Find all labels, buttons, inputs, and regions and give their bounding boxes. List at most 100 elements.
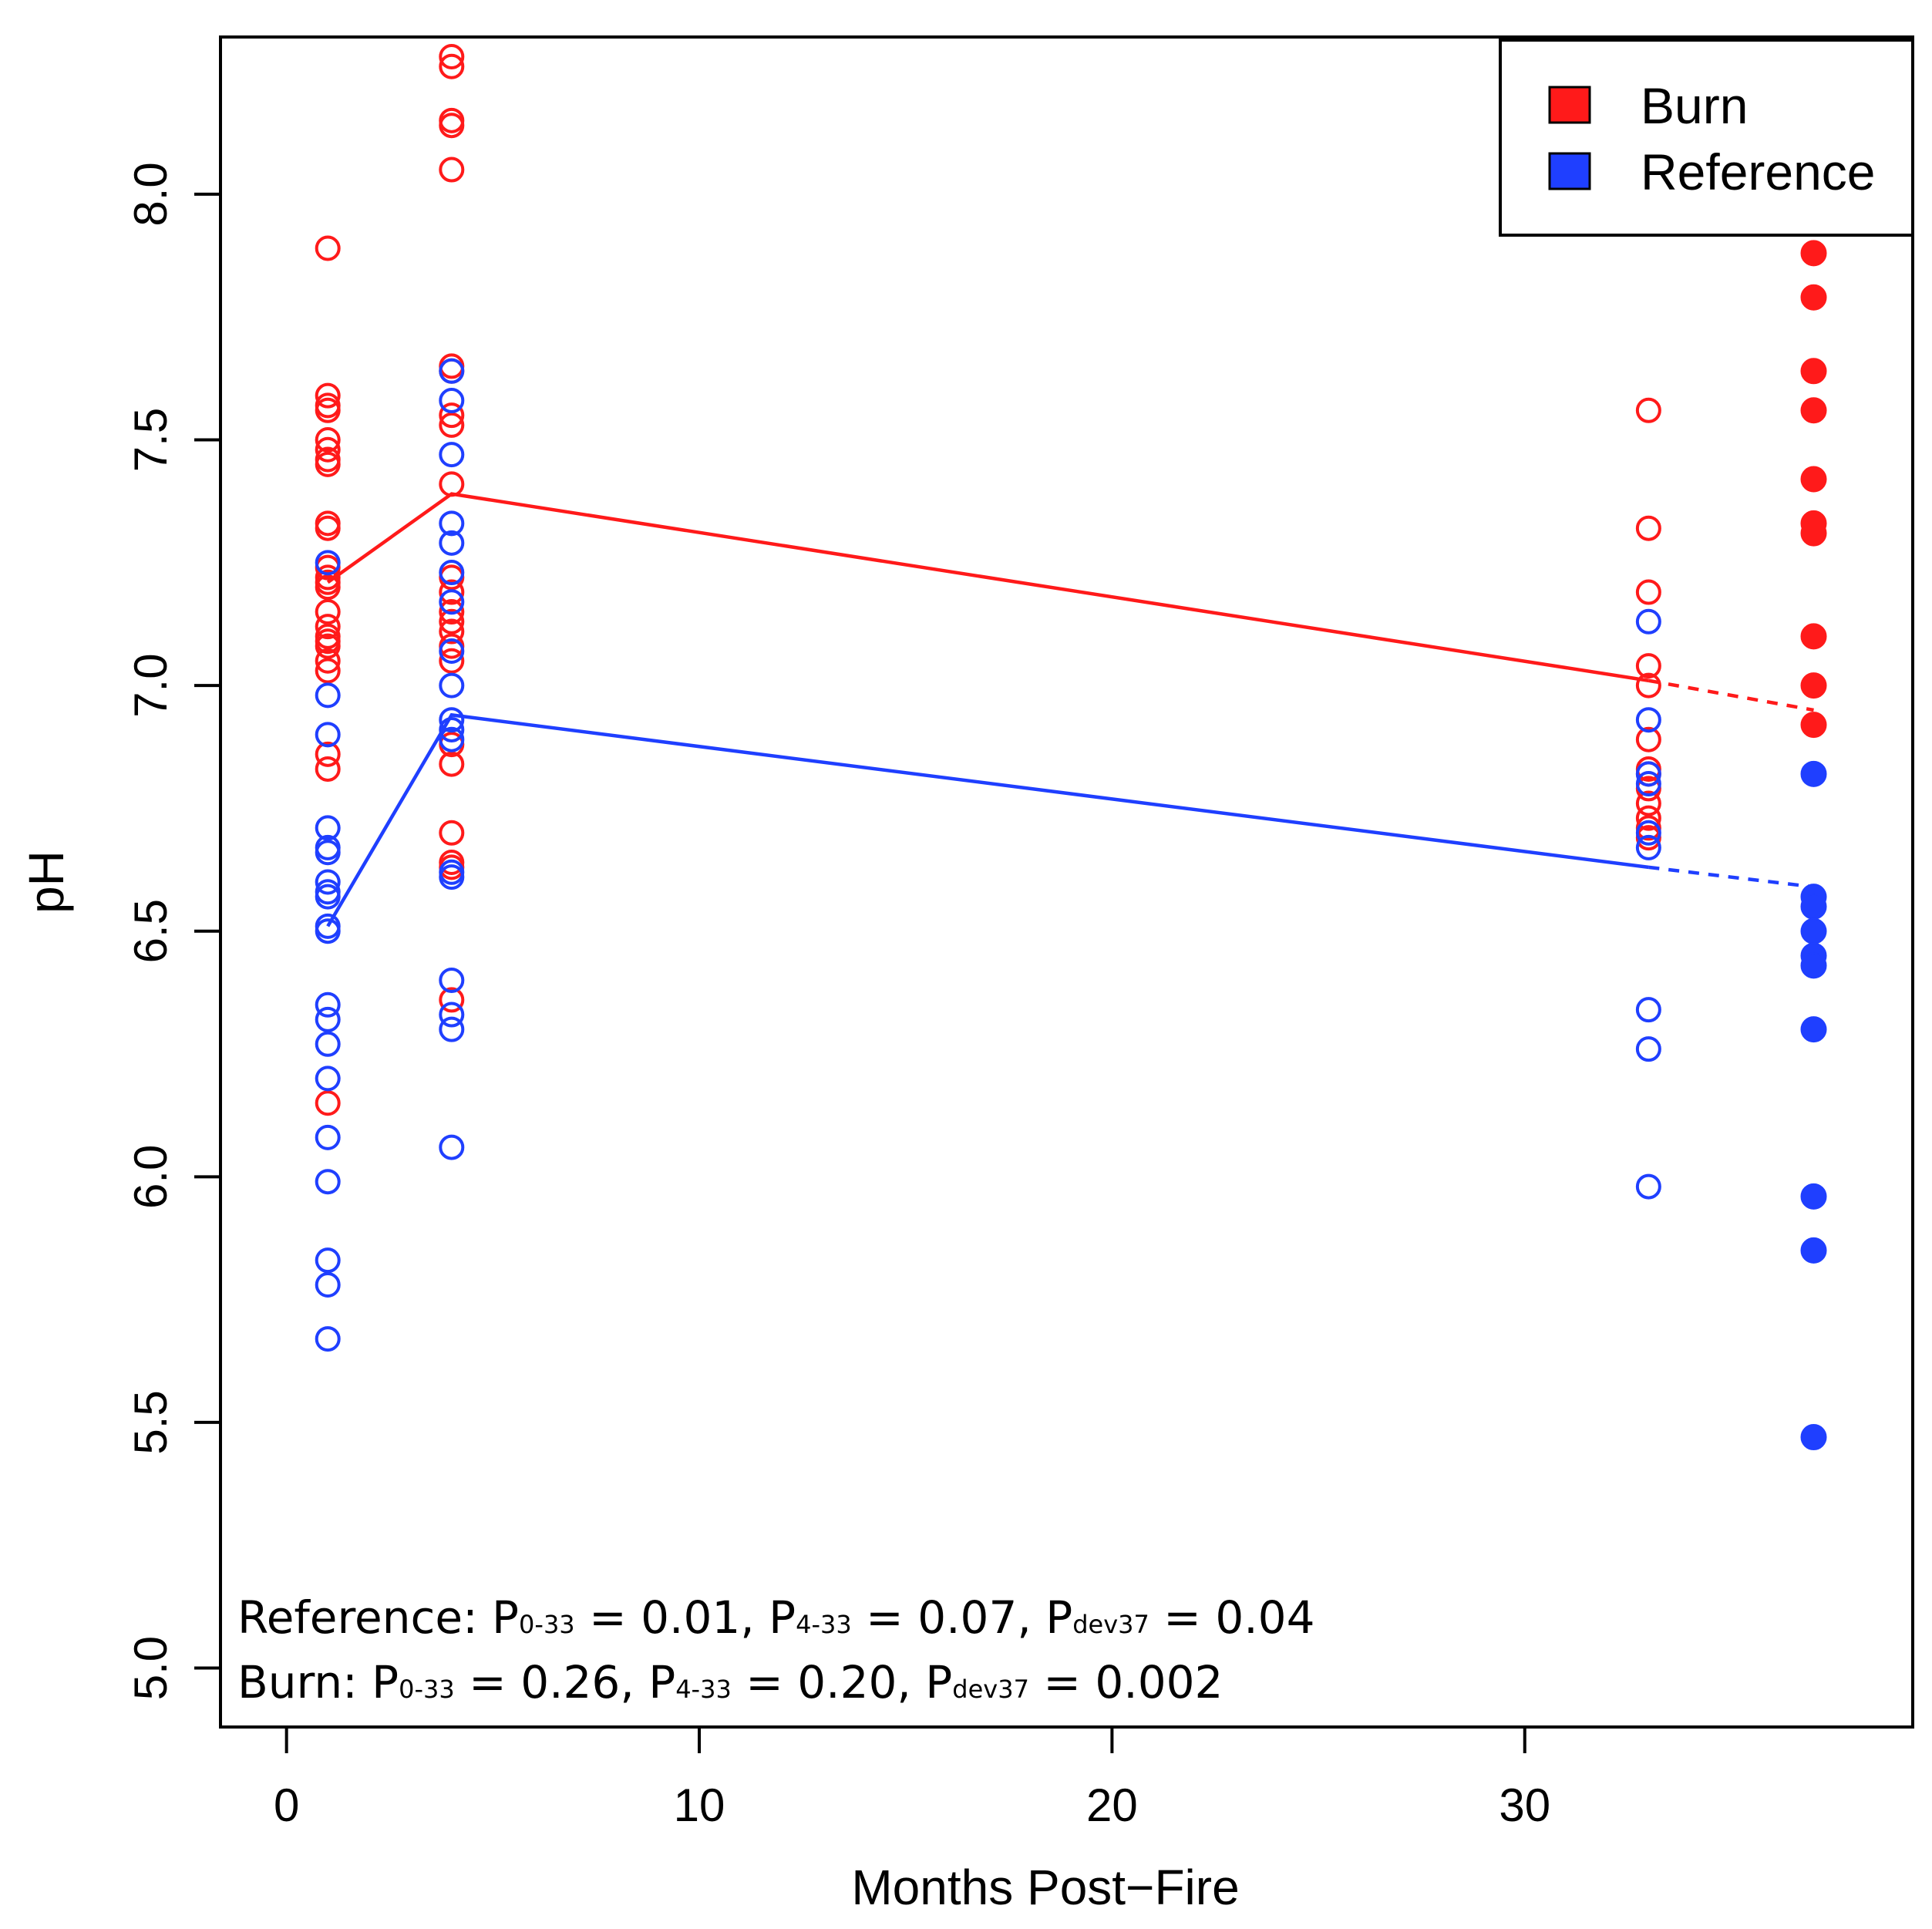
burn-data-point-filled xyxy=(1800,520,1827,547)
y-axis-title: pH xyxy=(19,850,74,914)
reference-data-point-filled xyxy=(1800,1016,1827,1043)
legend-label-burn: Burn xyxy=(1641,77,1748,134)
annotation-subscript: 4-33 xyxy=(675,1675,732,1704)
annotation-text: Reference: P xyxy=(237,1591,519,1644)
reference-data-point-filled xyxy=(1800,893,1827,920)
reference-data-point xyxy=(1635,707,1661,733)
burn-data-point xyxy=(439,618,465,645)
legend: Burn Reference xyxy=(1499,39,1914,237)
burn-data-point xyxy=(315,436,341,463)
burn-data-point xyxy=(439,402,465,429)
reference-data-point xyxy=(439,510,465,537)
reference-data-point xyxy=(439,638,465,665)
reference-data-point-filled xyxy=(1800,917,1827,944)
burn-data-point xyxy=(439,648,465,674)
reference-data-point-filled xyxy=(1800,1183,1827,1210)
reference-data-point xyxy=(315,869,341,895)
burn-data-point xyxy=(315,599,341,625)
y-tick-label: 8.0 xyxy=(125,162,177,226)
annotation-text: = 0.20, P xyxy=(732,1656,952,1708)
reference-data-point xyxy=(1635,608,1661,635)
reference-data-point xyxy=(1635,834,1661,860)
reference-data-point xyxy=(439,967,465,993)
reference-data-point xyxy=(1635,1173,1661,1200)
x-tick-label: 10 xyxy=(674,1779,725,1831)
burn-data-point xyxy=(315,756,341,782)
x-tick-label: 20 xyxy=(1086,1779,1138,1831)
burn-data-point xyxy=(439,471,465,497)
x-tick-label: 0 xyxy=(274,1779,299,1831)
reference-series xyxy=(315,358,1827,1451)
reference-data-point xyxy=(315,918,341,944)
burn-data-point-filled xyxy=(1800,672,1827,699)
reference-data-point xyxy=(315,1169,341,1195)
burn-data-point xyxy=(1635,726,1661,752)
reference-data-point xyxy=(1635,820,1661,846)
reference-data-point xyxy=(315,1065,341,1092)
burn-data-point xyxy=(439,53,465,79)
legend-box xyxy=(1499,39,1914,237)
burn-data-point-filled xyxy=(1800,240,1827,267)
reference-data-point xyxy=(439,530,465,556)
annotation-text: = 0.07, P xyxy=(852,1591,1072,1644)
reference-data-point xyxy=(315,991,341,1018)
reference-data-point xyxy=(439,560,465,586)
reference-data-point xyxy=(439,1134,465,1160)
x-axis: 0 10 20 30 xyxy=(274,1725,1550,1831)
burn-data-point xyxy=(439,157,465,183)
annotation-text: = 0.26, P xyxy=(455,1656,675,1708)
burn-data-point-filled xyxy=(1800,284,1827,311)
x-axis-title: Months Post−Fire xyxy=(851,1860,1239,1915)
reference-projected-trend-line xyxy=(1648,865,1814,889)
reference-data-point xyxy=(315,1247,341,1274)
y-axis: 5.0 5.5 6.0 6.5 7.0 7.5 8.0 xyxy=(125,162,222,1700)
reference-data-point-filled xyxy=(1800,760,1827,787)
burn-data-point xyxy=(1635,653,1661,679)
burn-data-point xyxy=(315,510,341,537)
burn-data-point xyxy=(439,751,465,777)
reference-data-point xyxy=(315,1124,341,1150)
annotation-text: = 0.01, P xyxy=(575,1591,796,1644)
reference-data-point-filled xyxy=(1800,1424,1827,1451)
reference-data-point xyxy=(315,884,341,910)
burn-data-point-filled xyxy=(1800,623,1827,650)
burn-data-point xyxy=(1635,397,1661,423)
reference-data-point xyxy=(315,840,341,866)
burn-data-point xyxy=(439,608,465,635)
annotation-subscript: 4-33 xyxy=(796,1610,852,1639)
reference-data-point xyxy=(439,726,465,752)
burn-data-point xyxy=(439,987,465,1013)
reference-data-point xyxy=(315,1006,341,1032)
y-tick-label: 5.0 xyxy=(125,1636,177,1700)
burn-data-point-filled xyxy=(1800,712,1827,739)
burn-data-point xyxy=(315,648,341,674)
annotation-subscript: 0-33 xyxy=(519,1610,575,1639)
reference-data-point xyxy=(315,1272,341,1298)
burn-data-point-filled xyxy=(1800,358,1827,385)
legend-swatch-burn xyxy=(1548,86,1591,124)
burn-data-point xyxy=(439,820,465,846)
burn-data-point xyxy=(315,633,341,659)
burn-data-point xyxy=(439,113,465,139)
plot-frame xyxy=(219,35,1914,1729)
burn-data-point xyxy=(439,107,465,133)
reference-data-point-filled xyxy=(1800,952,1827,979)
burn-data-point xyxy=(1635,579,1661,605)
y-tick-label: 7.5 xyxy=(125,408,177,472)
reference-data-point xyxy=(439,442,465,468)
reference-data-point xyxy=(439,672,465,699)
y-tick-label: 6.5 xyxy=(125,899,177,963)
reference-data-point xyxy=(315,682,341,709)
reference-data-point xyxy=(315,1326,341,1352)
reference-data-point xyxy=(439,707,465,733)
annotation-text: = 0.002 xyxy=(1029,1656,1223,1708)
legend-label-reference: Reference xyxy=(1641,143,1876,200)
x-tick-label: 30 xyxy=(1499,1779,1550,1831)
reference-data-point xyxy=(439,1016,465,1042)
burn-data-point xyxy=(315,1090,341,1116)
annotation-reference-pvalues: Reference: P0-33 = 0.01, P4-33 = 0.07, P… xyxy=(237,1591,1315,1644)
legend-swatch-reference xyxy=(1548,152,1591,190)
y-tick-label: 6.0 xyxy=(125,1145,177,1209)
burn-data-point xyxy=(315,451,341,477)
